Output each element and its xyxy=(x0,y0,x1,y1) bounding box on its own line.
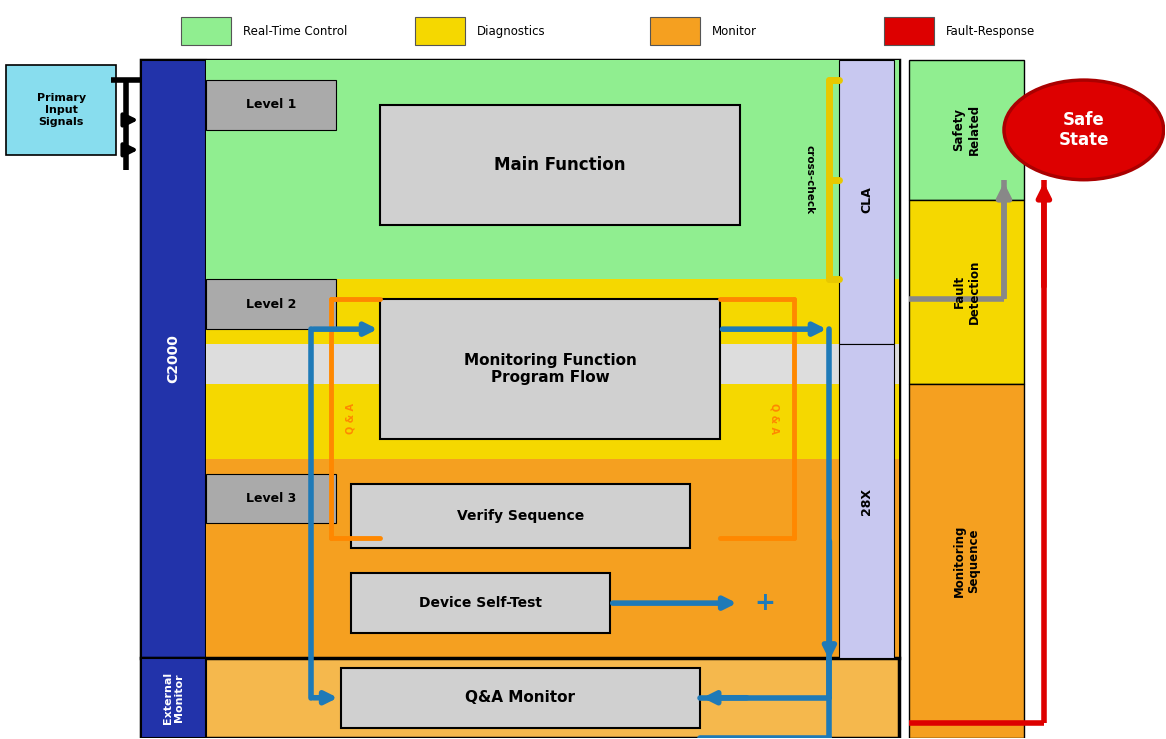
Text: Safe
State: Safe State xyxy=(1059,111,1109,149)
Text: Fault
Detection: Fault Detection xyxy=(953,259,981,324)
Bar xyxy=(141,60,899,658)
Text: Real-Time Control: Real-Time Control xyxy=(243,25,347,38)
Text: Safety
Related: Safety Related xyxy=(953,104,981,155)
Text: Q&A Monitor: Q&A Monitor xyxy=(465,690,575,705)
Text: External
Monitor: External Monitor xyxy=(163,672,184,723)
Bar xyxy=(181,17,231,45)
Bar xyxy=(380,105,739,225)
Text: Diagnostics: Diagnostics xyxy=(477,25,546,38)
Bar xyxy=(206,279,336,329)
Text: 28X: 28X xyxy=(861,488,873,514)
Text: C2000: C2000 xyxy=(167,335,181,384)
Text: Q & A: Q & A xyxy=(770,403,780,435)
Bar xyxy=(141,658,899,738)
Text: CLA: CLA xyxy=(861,186,873,213)
Bar xyxy=(340,668,700,728)
Text: Primary
Input
Signals: Primary Input Signals xyxy=(36,93,86,126)
Bar xyxy=(840,344,894,658)
Text: Level 1: Level 1 xyxy=(246,98,296,112)
Text: Q & A: Q & A xyxy=(345,403,356,435)
Bar xyxy=(206,474,336,523)
Bar xyxy=(351,573,610,633)
Ellipse shape xyxy=(1004,80,1164,180)
Text: Fault-Response: Fault-Response xyxy=(946,25,1035,38)
Bar xyxy=(206,80,336,130)
Text: Device Self-Test: Device Self-Test xyxy=(419,596,542,610)
Bar xyxy=(909,384,1024,738)
Bar xyxy=(141,60,206,658)
Bar xyxy=(909,200,1024,384)
Text: Main Function: Main Function xyxy=(494,156,626,174)
Text: Monitoring
Sequence: Monitoring Sequence xyxy=(953,525,981,597)
Bar xyxy=(351,483,690,548)
Text: Verify Sequence: Verify Sequence xyxy=(457,509,584,523)
Bar xyxy=(380,299,719,439)
Bar xyxy=(6,65,117,154)
Text: Monitor: Monitor xyxy=(711,25,757,38)
Bar xyxy=(909,60,1024,200)
Bar xyxy=(884,17,934,45)
Bar xyxy=(141,658,206,738)
Bar xyxy=(415,17,465,45)
Bar xyxy=(206,344,899,384)
Bar xyxy=(206,279,899,459)
Text: Level 2: Level 2 xyxy=(246,298,296,310)
Bar xyxy=(206,60,899,279)
Text: +: + xyxy=(754,591,775,615)
Bar xyxy=(840,60,894,344)
Text: cross-check: cross-check xyxy=(805,145,815,214)
Bar xyxy=(206,459,899,658)
Text: Monitoring Function
Program Flow: Monitoring Function Program Flow xyxy=(464,353,637,385)
Text: Level 3: Level 3 xyxy=(246,492,296,505)
Bar xyxy=(649,17,700,45)
